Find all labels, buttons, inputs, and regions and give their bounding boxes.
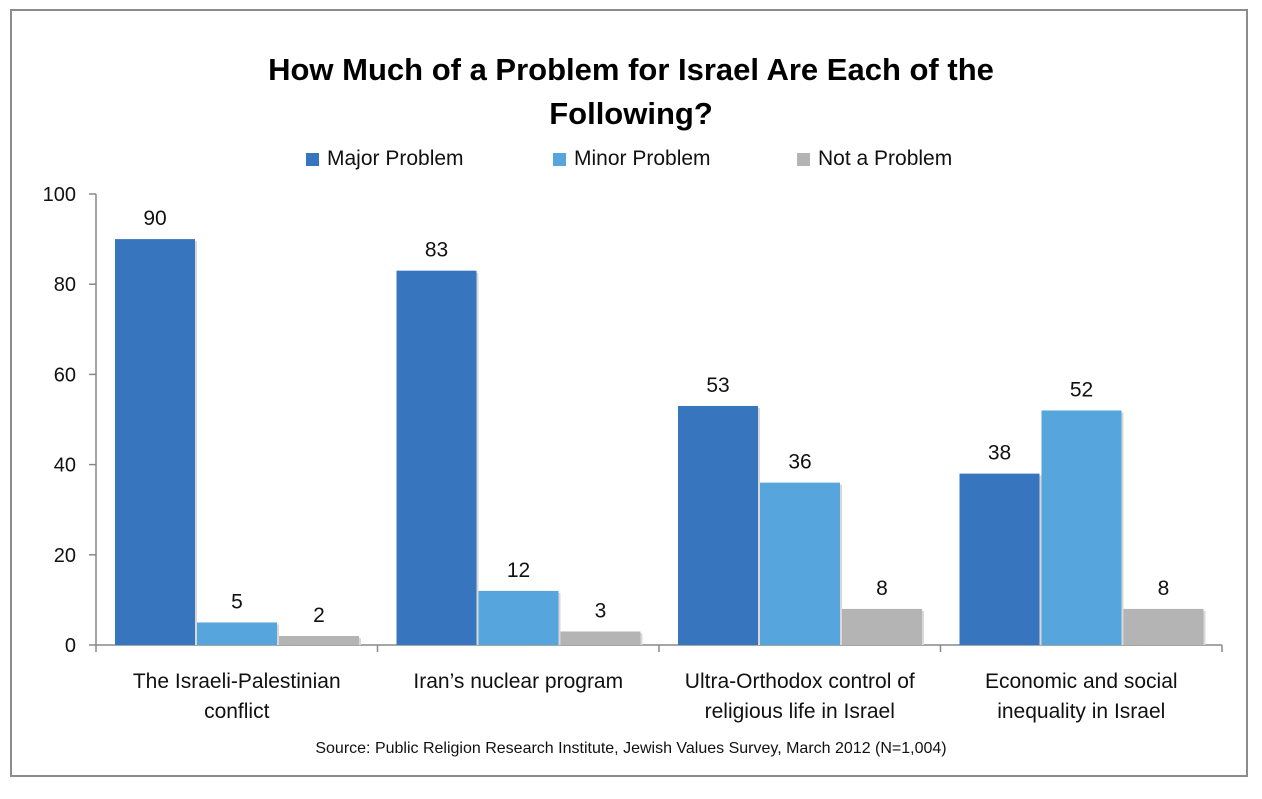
data-label: 53 xyxy=(706,374,729,397)
y-tick-label: 20 xyxy=(54,545,76,567)
bar-not-a-problem xyxy=(842,608,922,645)
category-label: Iran’s nuclear program xyxy=(413,670,623,693)
legend-swatch-major-problem xyxy=(306,152,319,166)
chart-legend: Major Problem Minor Problem Not a Proble… xyxy=(0,147,1262,177)
legend-item-major-problem: Major Problem xyxy=(306,147,464,171)
bar-minor-problem xyxy=(760,482,840,645)
legend-label-not-a-problem: Not a Problem xyxy=(818,147,953,170)
bar-minor-problem xyxy=(1041,410,1122,645)
category-label: conflict xyxy=(204,700,270,723)
bar-major-problem xyxy=(959,473,1040,645)
legend-item-not-a-problem: Not a Problem xyxy=(797,147,952,171)
data-label: 3 xyxy=(595,599,607,622)
data-label: 52 xyxy=(1070,378,1093,401)
data-label: 83 xyxy=(425,239,448,262)
chart-title: How Much of a Problem for Israel Are Eac… xyxy=(0,48,1262,136)
bar-major-problem xyxy=(396,270,477,645)
data-label: 36 xyxy=(788,451,811,474)
data-label: 8 xyxy=(1158,577,1170,600)
y-tick-label: 100 xyxy=(43,184,76,206)
chart-frame xyxy=(10,9,1248,777)
bar-major-problem xyxy=(115,239,195,645)
data-label: 8 xyxy=(876,577,888,600)
bar-minor-problem xyxy=(197,622,277,645)
category-label: inequality in Israel xyxy=(997,700,1165,723)
y-tick-label: 40 xyxy=(54,455,76,477)
legend-label-minor-problem: Minor Problem xyxy=(574,147,711,170)
data-label: 38 xyxy=(988,442,1011,465)
data-label: 2 xyxy=(313,604,325,627)
chart-title-line-1: How Much of a Problem for Israel Are Eac… xyxy=(268,52,994,87)
chart-title-line-2: Following? xyxy=(549,96,713,131)
bar-not-a-problem xyxy=(1123,608,1204,645)
legend-swatch-minor-problem xyxy=(553,152,566,166)
category-label: Economic and social xyxy=(985,670,1178,693)
data-label: 12 xyxy=(507,559,530,582)
bar-not-a-problem xyxy=(279,635,359,645)
bar-major-problem xyxy=(678,405,758,645)
y-tick-label: 60 xyxy=(54,364,76,386)
category-label: The Israeli-Palestinian xyxy=(133,670,341,693)
y-tick-label: 80 xyxy=(54,274,76,296)
y-tick-label: 0 xyxy=(65,635,76,657)
category-label: Ultra-Orthodox control of xyxy=(685,670,915,693)
legend-swatch-not-a-problem xyxy=(797,152,810,166)
bar-not-a-problem xyxy=(560,631,641,645)
legend-item-minor-problem: Minor Problem xyxy=(553,147,711,171)
category-label: religious life in Israel xyxy=(705,700,895,723)
data-label: 5 xyxy=(231,590,243,613)
legend-label-major-problem: Major Problem xyxy=(327,147,464,170)
bar-minor-problem xyxy=(478,590,559,645)
source-note: Source: Public Religion Research Institu… xyxy=(315,740,947,757)
data-label: 90 xyxy=(143,207,166,230)
